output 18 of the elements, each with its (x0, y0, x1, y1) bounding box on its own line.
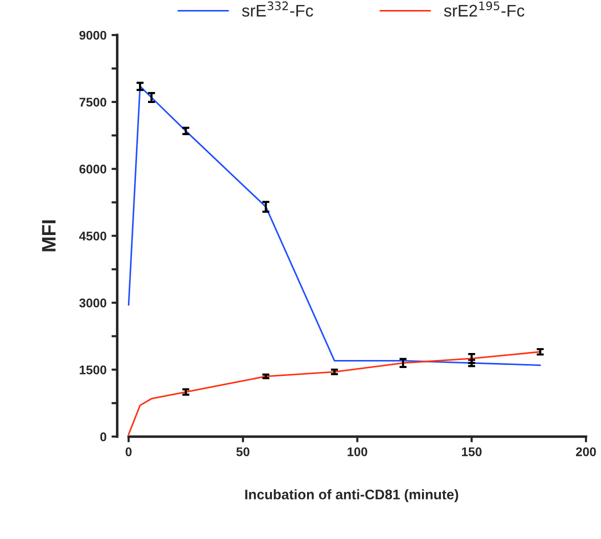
y-tick-label: 1500 (80, 365, 106, 374)
y-axis-title: MFI (42, 220, 56, 252)
line-series (128, 86, 542, 366)
y-tick-label: 9000 (79, 30, 106, 40)
legend-label: srE$^{332}$-Fc (242, 1, 314, 17)
x-tick-label: 150 (462, 447, 482, 456)
line-series (128, 351, 542, 436)
x-tick-label: 100 (348, 447, 368, 456)
y-tick-label: 7500 (80, 98, 106, 107)
legend-label: srE2$^{195}$-Fc (444, 1, 524, 17)
x-tick-label: 0 (126, 447, 132, 456)
x-tick-label: 50 (236, 447, 250, 456)
y-tick-label: 6000 (79, 164, 106, 174)
x-axis-title: Incubation of anti-CD81 (minute) (245, 489, 458, 502)
y-tick-label: 3000 (79, 298, 106, 308)
y-tick-label: 0 (100, 432, 106, 442)
x-tick-label: 200 (576, 447, 596, 456)
y-tick-label: 4500 (79, 232, 106, 240)
